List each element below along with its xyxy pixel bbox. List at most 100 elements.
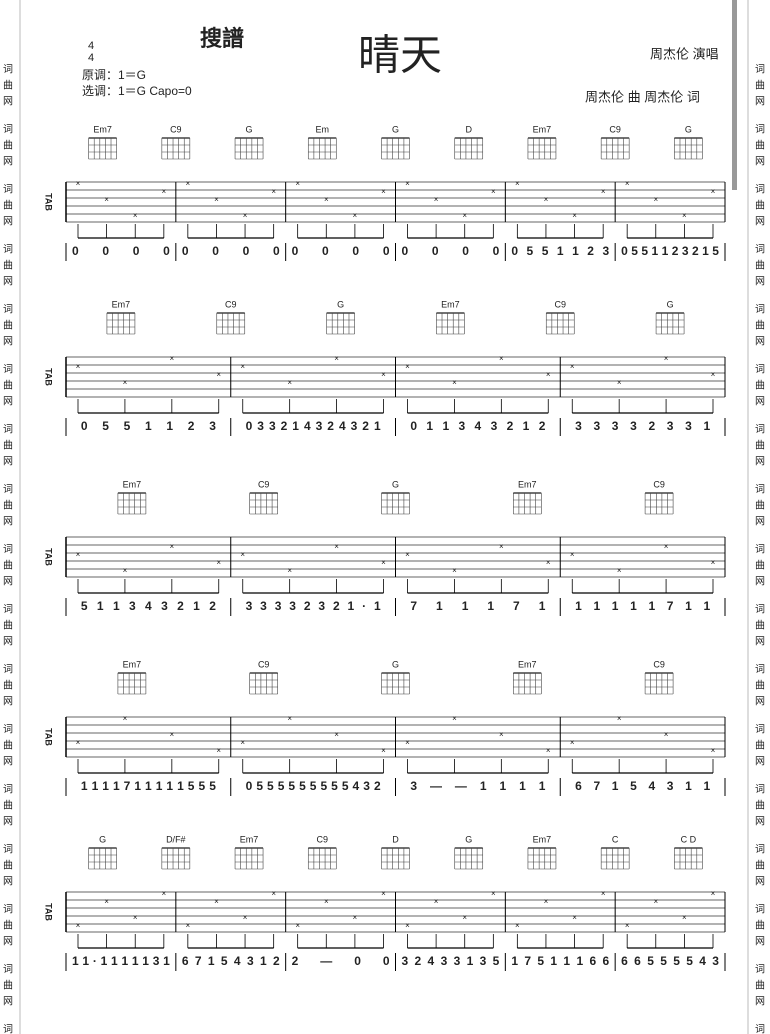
tab-label: TAB bbox=[44, 368, 54, 386]
chord-name: C9 bbox=[225, 299, 237, 309]
tab-note: × bbox=[499, 730, 504, 739]
chord-name: G bbox=[392, 124, 399, 134]
watermark: 词 bbox=[755, 664, 765, 676]
chord-name: Em7 bbox=[518, 659, 537, 669]
watermark: 词 bbox=[755, 844, 765, 856]
chord-name: Em7 bbox=[533, 124, 552, 134]
tab-note: × bbox=[161, 889, 166, 898]
notation: 0 5 5 1 1 2 3 2 1 5 bbox=[621, 244, 719, 258]
tab-note: × bbox=[76, 362, 81, 371]
chord-name: D/F# bbox=[166, 834, 186, 844]
tab-label: TAB bbox=[44, 728, 54, 746]
chord-name: C bbox=[612, 834, 619, 844]
watermark: 曲 bbox=[3, 620, 13, 632]
tab-note: × bbox=[664, 730, 669, 739]
chord-name: Em7 bbox=[518, 479, 537, 489]
tab-note: × bbox=[572, 913, 577, 922]
watermark: 词 bbox=[755, 904, 765, 916]
tab-note: × bbox=[185, 921, 190, 930]
tab-note: × bbox=[216, 746, 221, 755]
watermark: 网 bbox=[755, 216, 765, 228]
watermark: 网 bbox=[3, 456, 13, 468]
tab-note: × bbox=[572, 211, 577, 220]
watermark: 词 bbox=[3, 604, 13, 616]
tab-label: TAB bbox=[44, 548, 54, 566]
tab-note: × bbox=[381, 187, 386, 196]
watermark: 曲 bbox=[3, 860, 13, 872]
chord-name: G bbox=[392, 659, 399, 669]
watermark: 曲 bbox=[755, 560, 765, 572]
tab-note: × bbox=[169, 542, 174, 551]
watermark: 词 bbox=[755, 64, 765, 76]
tab-note: × bbox=[499, 354, 504, 363]
watermark: 词 bbox=[3, 904, 13, 916]
credits: 周杰伦 曲 周杰伦 词 bbox=[585, 89, 700, 104]
notation: 1 1 · 1 1 1 1 1 3 1 bbox=[72, 954, 170, 968]
tab-label: TAB bbox=[44, 193, 54, 211]
tab-note: × bbox=[334, 542, 339, 551]
watermark: 网 bbox=[3, 216, 13, 228]
tab-note: × bbox=[243, 913, 248, 922]
watermark: 网 bbox=[755, 336, 765, 348]
time-bottom: 4 bbox=[88, 52, 94, 64]
tab-note: × bbox=[123, 378, 128, 387]
watermark: 词 bbox=[755, 124, 765, 136]
chord-name: C9 bbox=[258, 659, 270, 669]
tab-note: × bbox=[499, 542, 504, 551]
watermark: 词 bbox=[3, 784, 13, 796]
watermark: 词 bbox=[755, 724, 765, 736]
watermark: 网 bbox=[755, 156, 765, 168]
tab-note: × bbox=[617, 378, 622, 387]
tab-note: × bbox=[169, 354, 174, 363]
chord-name: G bbox=[465, 834, 472, 844]
watermark: 词 bbox=[755, 424, 765, 436]
tab-note: × bbox=[76, 550, 81, 559]
watermark: 曲 bbox=[3, 980, 13, 992]
chord-name: C9 bbox=[170, 124, 182, 134]
tab-note: × bbox=[295, 921, 300, 930]
tab-note: × bbox=[287, 566, 292, 575]
watermark: 网 bbox=[3, 876, 13, 888]
chord-name: G bbox=[667, 299, 674, 309]
watermark: 曲 bbox=[3, 500, 13, 512]
chord-name: Em bbox=[316, 124, 330, 134]
tab-note: × bbox=[405, 179, 410, 188]
watermark: 网 bbox=[755, 816, 765, 828]
watermark: 网 bbox=[3, 996, 13, 1008]
tab-note: × bbox=[405, 738, 410, 747]
tab-note: × bbox=[405, 362, 410, 371]
tab-note: × bbox=[452, 714, 457, 723]
tab-note: × bbox=[76, 738, 81, 747]
watermark: 词 bbox=[3, 724, 13, 736]
watermark: 词 bbox=[755, 964, 765, 976]
watermark: 网 bbox=[3, 636, 13, 648]
chord-name: C9 bbox=[258, 479, 270, 489]
tab-note: × bbox=[570, 738, 575, 747]
tab-note: × bbox=[353, 913, 358, 922]
tab-note: × bbox=[381, 558, 386, 567]
watermark: 曲 bbox=[3, 200, 13, 212]
notation: 3 3 3 3 2 3 3 1 bbox=[575, 419, 710, 433]
watermark: 网 bbox=[3, 96, 13, 108]
watermark: 网 bbox=[755, 876, 765, 888]
watermark: 网 bbox=[3, 696, 13, 708]
notation: 1 7 5 1 1 1 6 6 bbox=[511, 954, 609, 968]
tab-note: × bbox=[123, 566, 128, 575]
watermark: 词 bbox=[3, 64, 13, 76]
chord-name: C9 bbox=[653, 479, 665, 489]
watermark: 词 bbox=[755, 364, 765, 376]
watermark: 网 bbox=[755, 936, 765, 948]
watermark: 曲 bbox=[3, 740, 13, 752]
tab-note: × bbox=[381, 746, 386, 755]
watermark: 曲 bbox=[3, 440, 13, 452]
tab-note: × bbox=[240, 550, 245, 559]
tab-note: × bbox=[601, 187, 606, 196]
watermark: 网 bbox=[755, 96, 765, 108]
watermark: 网 bbox=[3, 576, 13, 588]
chord-name: G bbox=[337, 299, 344, 309]
watermark: 词 bbox=[755, 784, 765, 796]
watermark: 词 bbox=[755, 244, 765, 256]
watermark: 词 bbox=[3, 304, 13, 316]
watermark: 曲 bbox=[755, 620, 765, 632]
